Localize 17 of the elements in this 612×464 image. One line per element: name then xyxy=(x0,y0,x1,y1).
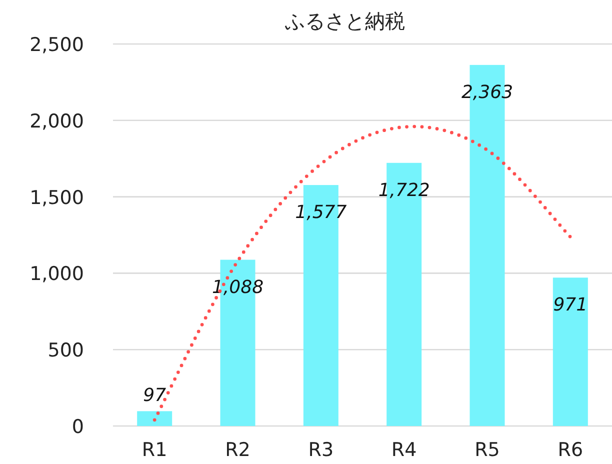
y-tick-label: 2,500 xyxy=(30,34,84,56)
y-tick-label: 500 xyxy=(48,340,84,362)
data-label: 971 xyxy=(553,294,588,316)
x-tick-label: R4 xyxy=(391,439,417,461)
x-tick-label: R5 xyxy=(474,439,500,461)
bar xyxy=(137,411,172,426)
x-tick-label: R2 xyxy=(225,439,250,461)
data-label: 97 xyxy=(143,385,167,406)
x-tick-label: R3 xyxy=(308,439,334,461)
y-tick-label: 1,500 xyxy=(30,186,84,209)
y-tick-label: 1,000 xyxy=(30,263,84,286)
chart-title: ふるさと納税 xyxy=(284,9,405,33)
y-tick-label: 0 xyxy=(72,416,84,438)
x-tick-label: R6 xyxy=(558,439,584,461)
bar xyxy=(552,278,588,426)
x-tick-label: R1 xyxy=(142,439,168,461)
y-tick-label: 2,000 xyxy=(30,110,84,132)
